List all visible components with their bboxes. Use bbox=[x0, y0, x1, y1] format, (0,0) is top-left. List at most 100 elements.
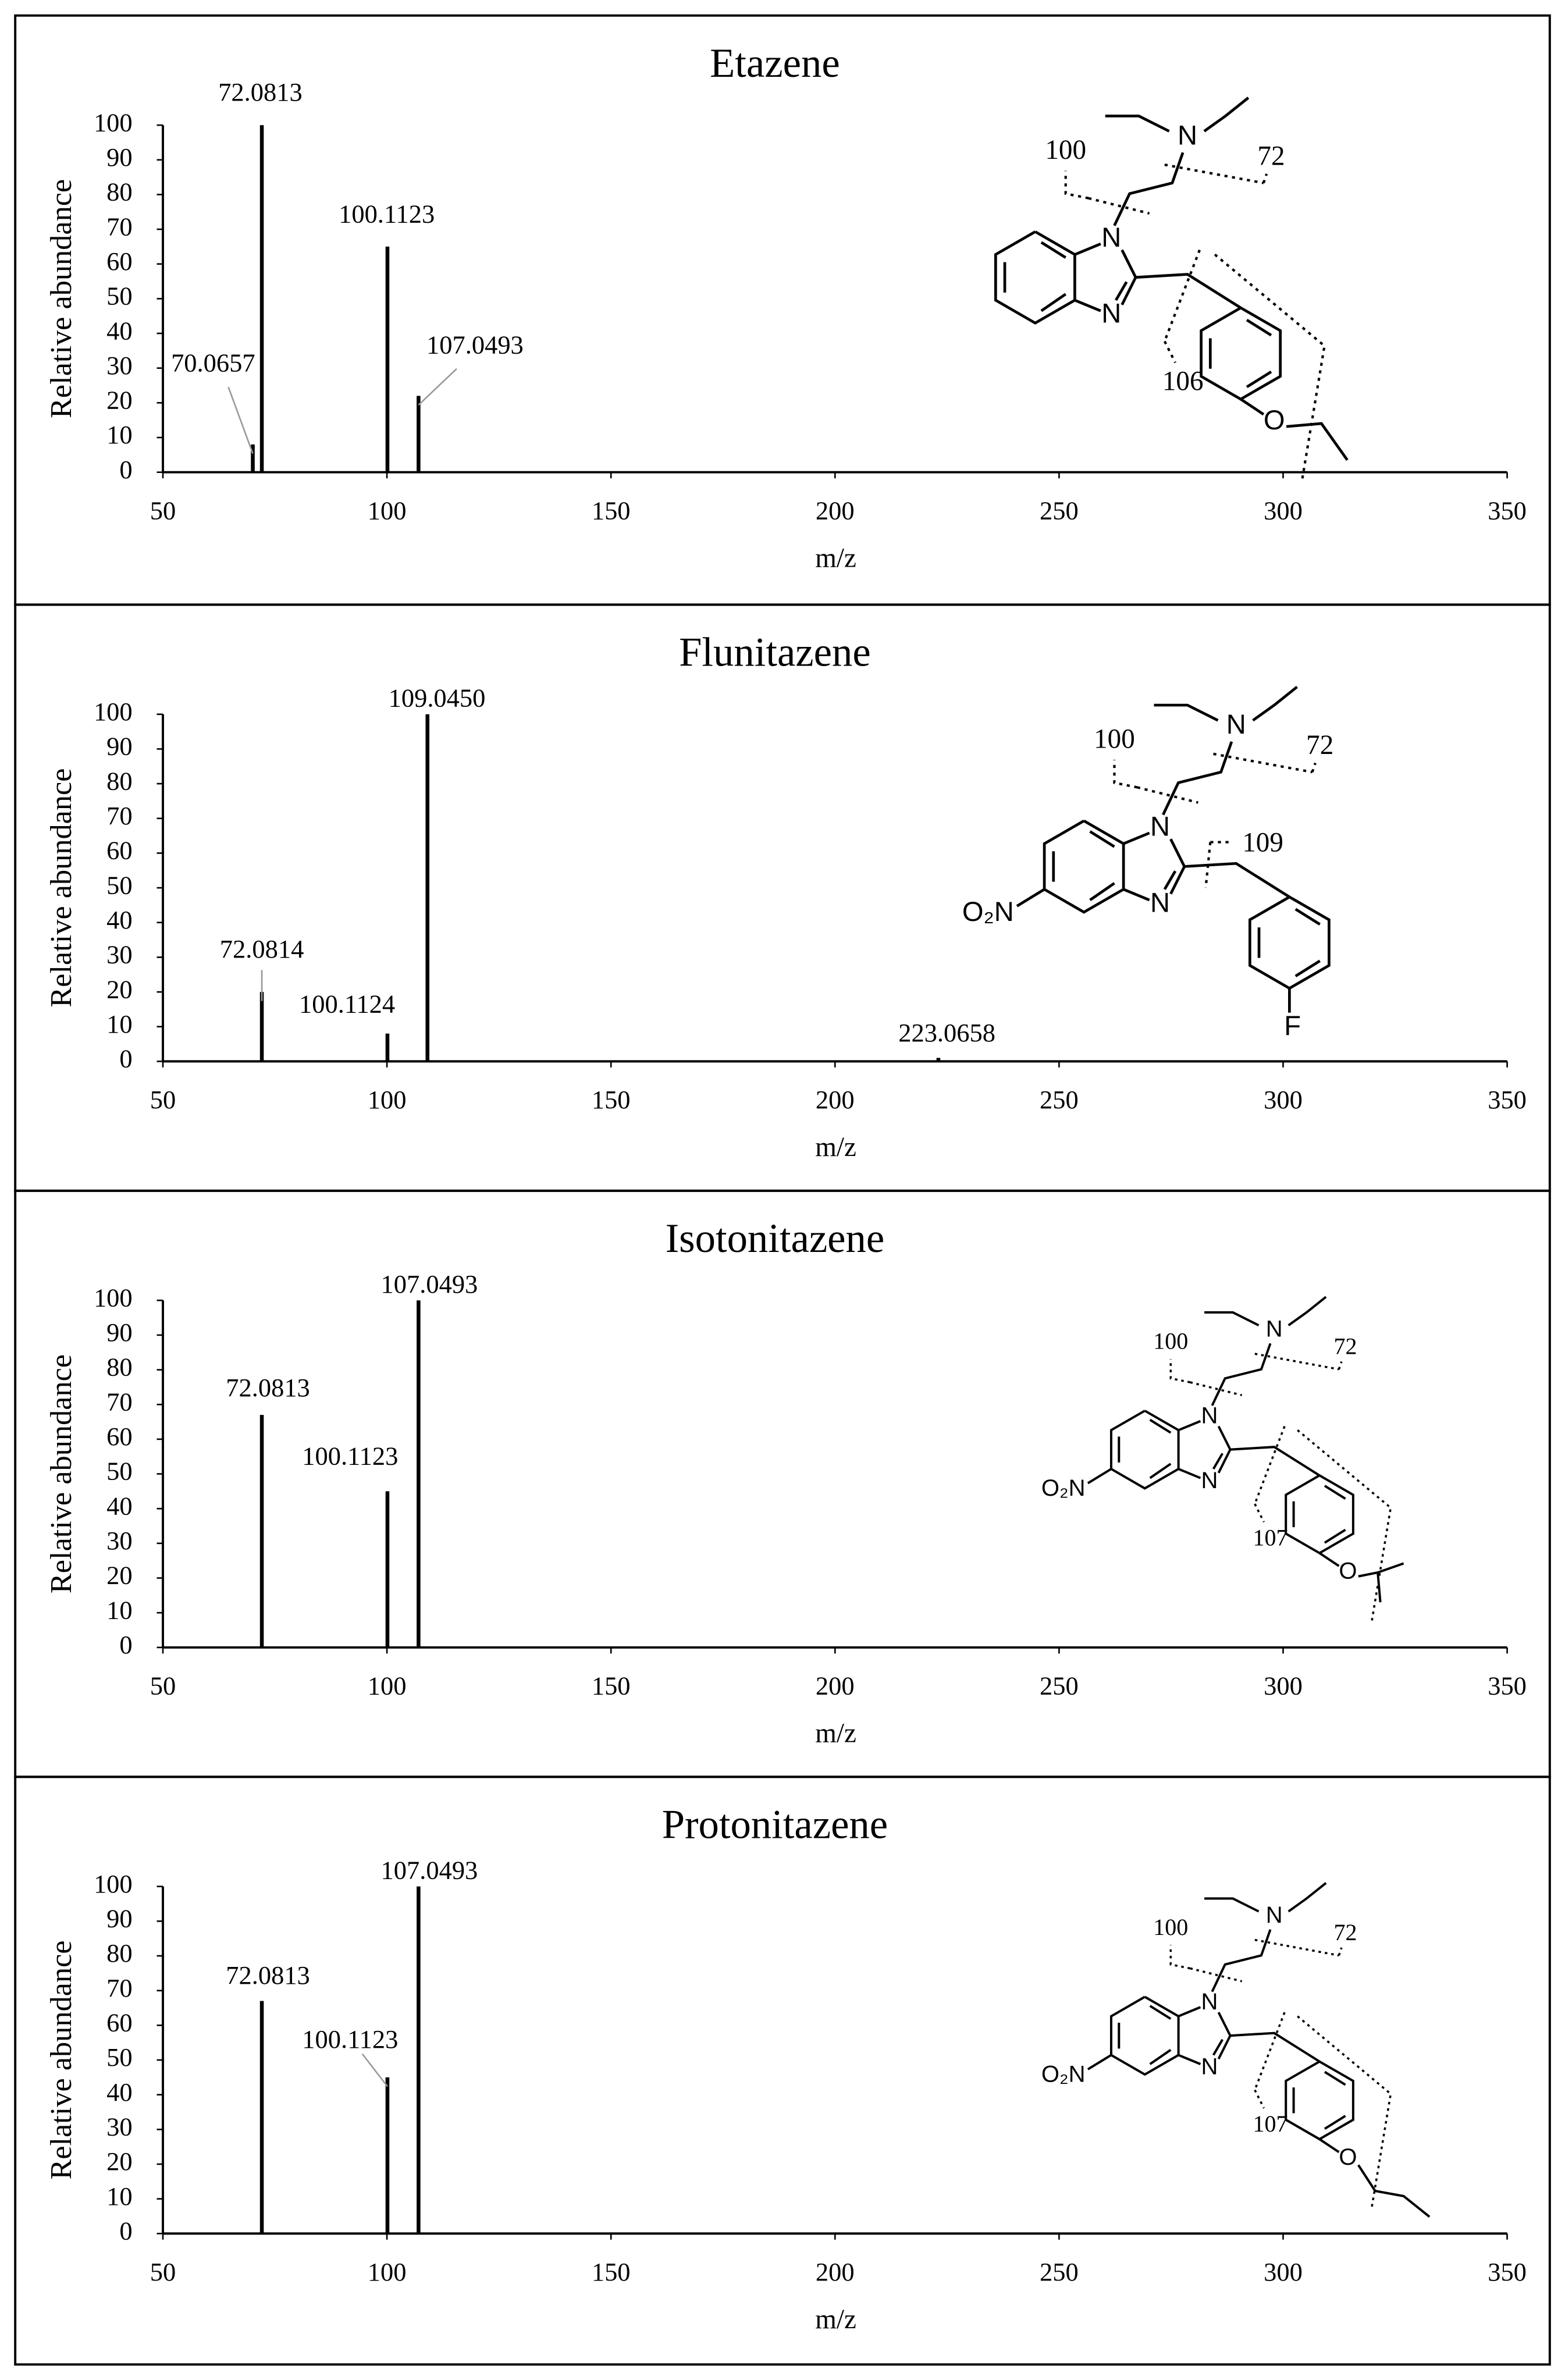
bond bbox=[1230, 1446, 1321, 1477]
atom-label: O bbox=[1264, 404, 1285, 435]
panel: Protonitazene m/z Relative abundance 0 10 20 3… bbox=[14, 1776, 1551, 2366]
bond bbox=[1184, 862, 1290, 898]
x-tick-label: 350 bbox=[1488, 1085, 1527, 1114]
x-tick-label: 100 bbox=[368, 496, 407, 525]
x-tick-label: 150 bbox=[592, 1671, 631, 1700]
y-tick-label: 40 bbox=[106, 1491, 132, 1520]
x-tick-label: 250 bbox=[1040, 1671, 1079, 1700]
y-axis-label: Relative abundance bbox=[44, 1940, 78, 2179]
y-tick-label: 70 bbox=[106, 801, 132, 830]
bond bbox=[1087, 1468, 1112, 1485]
bond bbox=[1178, 2006, 1201, 2018]
cleavage-line bbox=[1169, 1358, 1190, 1383]
y-tick-label: 0 bbox=[119, 455, 132, 484]
cleavage-line bbox=[1262, 173, 1268, 184]
cleavage-line bbox=[1254, 2012, 1286, 2091]
fragment-label: 106 bbox=[1162, 367, 1204, 397]
x-axis-label: m/z bbox=[815, 2304, 856, 2335]
bond bbox=[1203, 97, 1250, 133]
cleavage-line bbox=[1190, 1967, 1243, 1983]
y-tick-label: 0 bbox=[119, 1044, 132, 1073]
y-tick-label: 60 bbox=[106, 247, 132, 276]
atom-label: N bbox=[1201, 1989, 1218, 2015]
bond bbox=[1294, 959, 1321, 977]
chart-title: Flunitazene bbox=[679, 630, 871, 675]
cleavage-line bbox=[1311, 762, 1317, 773]
bond bbox=[1204, 1897, 1260, 1913]
x-axis-label: m/z bbox=[815, 1718, 856, 1748]
bond bbox=[1105, 115, 1170, 133]
y-tick-label: 80 bbox=[106, 766, 132, 795]
peak-label: 107.0493 bbox=[381, 1855, 478, 1884]
x-tick-label: 200 bbox=[816, 1085, 855, 1114]
y-tick-label: 10 bbox=[106, 2182, 132, 2211]
peak-label: 72.0813 bbox=[226, 1961, 310, 1990]
bond bbox=[1324, 2115, 1346, 2130]
bond bbox=[1074, 243, 1101, 256]
x-tick-label: 200 bbox=[816, 496, 855, 525]
atom-label: O bbox=[1339, 1559, 1357, 1584]
y-tick-label: 20 bbox=[106, 386, 132, 415]
panel: Etazene m/z Relative abundance 0 10 20 30 40 50 6… bbox=[14, 14, 1551, 606]
bond bbox=[1178, 1420, 1201, 1432]
y-tick-label: 60 bbox=[106, 836, 132, 865]
bond bbox=[1162, 741, 1233, 816]
y-tick-label: 50 bbox=[106, 870, 132, 899]
chart-title: Protonitazene bbox=[662, 1802, 888, 1847]
atom-label: O₂N bbox=[962, 896, 1014, 927]
atom-label: N bbox=[1101, 298, 1121, 329]
bond bbox=[1115, 281, 1128, 301]
bond bbox=[1149, 1463, 1172, 1479]
peak-label: 100.1123 bbox=[302, 1442, 398, 1471]
cleavage-line bbox=[1190, 1381, 1243, 1396]
y-tick-label: 100 bbox=[94, 108, 133, 137]
atom-label: N bbox=[1266, 1902, 1283, 1928]
fragment-label: 100 bbox=[1153, 1328, 1188, 1354]
x-tick-label: 300 bbox=[1264, 496, 1303, 525]
y-tick-label: 90 bbox=[106, 732, 132, 761]
atom-label: N bbox=[1201, 1468, 1218, 1493]
y-tick-label: 80 bbox=[106, 1938, 132, 1968]
bond bbox=[1154, 703, 1219, 722]
y-tick-label: 20 bbox=[106, 974, 132, 1004]
chart-title: Isotonitazene bbox=[666, 1216, 885, 1261]
cleavage-line bbox=[1064, 170, 1089, 200]
bond bbox=[1109, 1995, 1180, 2076]
x-tick-label: 250 bbox=[1040, 1085, 1079, 1114]
bond bbox=[1163, 870, 1177, 890]
cleavage-line bbox=[1254, 1353, 1339, 1371]
fragment-label: 72 bbox=[1306, 730, 1333, 760]
y-tick-label: 20 bbox=[106, 1561, 132, 1590]
bond bbox=[1212, 1453, 1223, 1470]
y-tick-label: 0 bbox=[119, 1630, 132, 1659]
cleavage-line bbox=[1163, 249, 1201, 342]
cleavage-line bbox=[1213, 752, 1313, 774]
cleavage-line bbox=[1137, 786, 1198, 804]
fragment-label: 100 bbox=[1094, 724, 1135, 755]
y-tick-label: 30 bbox=[106, 940, 132, 969]
y-tick-label: 10 bbox=[106, 1595, 132, 1624]
bond bbox=[1324, 1485, 1346, 1500]
fragment-label: 100 bbox=[1045, 135, 1086, 165]
bond bbox=[1087, 2054, 1112, 2071]
y-tick-label: 90 bbox=[106, 1904, 132, 1933]
bond bbox=[1135, 273, 1242, 309]
y-tick-label: 20 bbox=[106, 2147, 132, 2176]
bond bbox=[1377, 1572, 1382, 1603]
leader-line bbox=[227, 386, 254, 454]
bond bbox=[1074, 298, 1101, 312]
y-tick-label: 40 bbox=[106, 2077, 132, 2107]
bond bbox=[1294, 908, 1321, 926]
bond bbox=[1040, 241, 1066, 259]
y-tick-label: 100 bbox=[94, 1869, 133, 1898]
bond bbox=[1211, 1929, 1272, 1993]
atom-label: N bbox=[1201, 1403, 1218, 1429]
atom-label: N bbox=[1201, 2054, 1218, 2079]
bond bbox=[1089, 830, 1115, 848]
x-tick-label: 300 bbox=[1264, 1671, 1303, 1700]
bond bbox=[1211, 1343, 1272, 1406]
bond bbox=[1089, 882, 1115, 901]
y-axis-label: Relative abundance bbox=[44, 179, 78, 418]
peak-label: 70.0657 bbox=[171, 348, 255, 378]
bond bbox=[1204, 1311, 1260, 1326]
